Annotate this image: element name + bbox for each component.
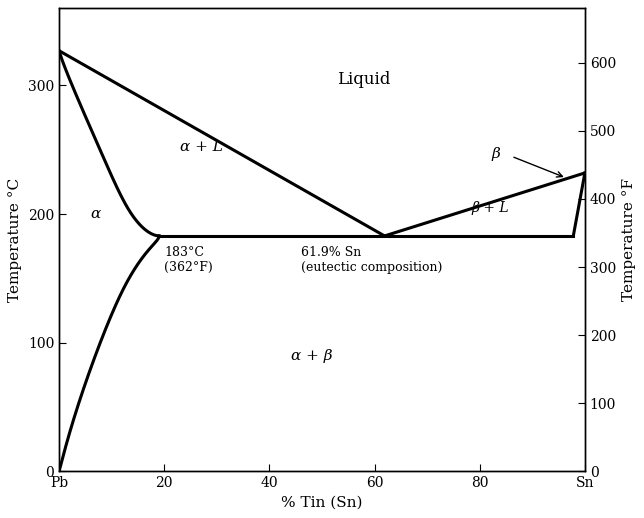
X-axis label: % Tin (Sn): % Tin (Sn) [281, 496, 363, 510]
Text: 61.9% Sn
(eutectic composition): 61.9% Sn (eutectic composition) [301, 246, 442, 274]
Text: Liquid: Liquid [337, 70, 391, 88]
Y-axis label: Temperature °F: Temperature °F [621, 178, 636, 301]
Text: α + L: α + L [180, 140, 223, 154]
Text: 183°C
(362°F): 183°C (362°F) [164, 246, 213, 274]
Y-axis label: Temperature °C: Temperature °C [8, 178, 23, 302]
Text: α + β: α + β [290, 349, 332, 363]
Text: β: β [491, 147, 500, 161]
Text: β + L: β + L [471, 200, 509, 214]
Text: α: α [91, 207, 101, 221]
